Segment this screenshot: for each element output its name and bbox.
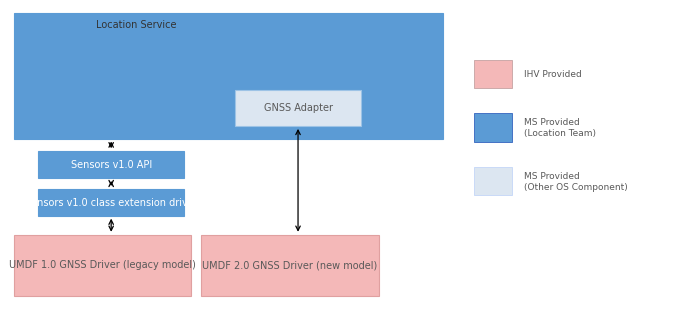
FancyBboxPatch shape	[474, 113, 512, 142]
Text: GNSS Adapter: GNSS Adapter	[263, 103, 333, 113]
FancyBboxPatch shape	[38, 151, 184, 178]
FancyBboxPatch shape	[38, 189, 184, 216]
FancyBboxPatch shape	[474, 167, 512, 195]
Text: Sensors v1.0 class extension driver: Sensors v1.0 class extension driver	[25, 198, 198, 208]
Text: UMDF 1.0 GNSS Driver (legacy model): UMDF 1.0 GNSS Driver (legacy model)	[9, 260, 196, 270]
FancyBboxPatch shape	[14, 235, 191, 296]
Text: Sensors v1.0 API: Sensors v1.0 API	[70, 160, 152, 170]
Text: IHV Provided: IHV Provided	[524, 70, 582, 78]
Text: Location Service: Location Service	[96, 20, 177, 30]
FancyBboxPatch shape	[14, 13, 443, 139]
Text: (Location Team): (Location Team)	[524, 129, 596, 138]
Text: MS Provided: MS Provided	[524, 118, 580, 127]
FancyBboxPatch shape	[235, 90, 361, 126]
Text: (Other OS Component): (Other OS Component)	[524, 183, 627, 192]
FancyBboxPatch shape	[201, 235, 379, 296]
Text: MS Provided: MS Provided	[524, 172, 580, 180]
FancyBboxPatch shape	[474, 60, 512, 88]
Text: UMDF 2.0 GNSS Driver (new model): UMDF 2.0 GNSS Driver (new model)	[203, 260, 377, 270]
